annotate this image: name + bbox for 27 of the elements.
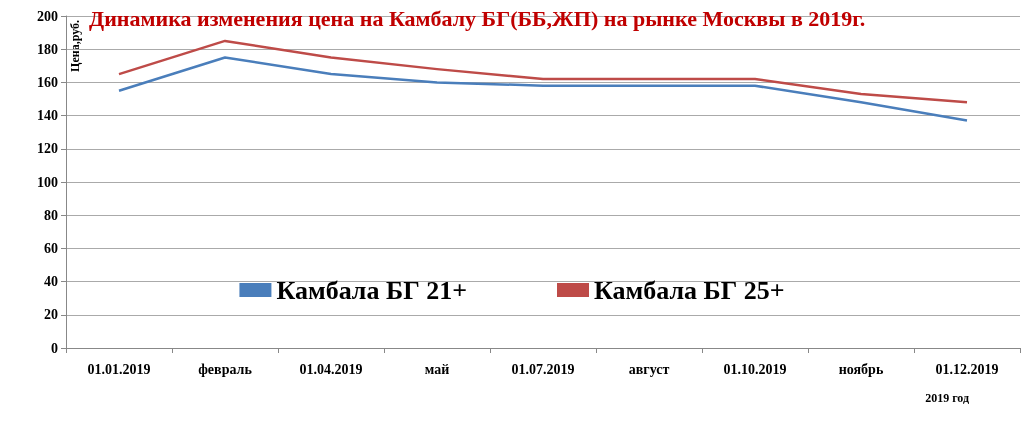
y-tick-label: 180	[37, 41, 58, 57]
chart-title: Динамика изменения цена на Камбалу БГ(ББ,ЖП) на рынке Москвы в 2019г.	[89, 5, 866, 31]
y-tick-label: 80	[44, 207, 58, 223]
x-tick-label: 01.12.2019	[935, 361, 999, 377]
x-tick-label: август	[628, 361, 670, 377]
y-tick-label: 100	[37, 174, 58, 190]
x-tick-label: 01.01.2019	[87, 361, 151, 377]
y-tick-label: 0	[51, 340, 58, 356]
x-tick-label: 01.10.2019	[723, 361, 787, 377]
x-tick-label: ноябрь	[838, 361, 884, 377]
x-tick-label: май	[424, 361, 450, 377]
legend-label: Камбала БГ 25+	[594, 275, 785, 305]
y-tick-label: 140	[37, 108, 58, 124]
x-tick-label: февраль	[198, 361, 253, 377]
legend-label: Камбала БГ 21+	[276, 275, 468, 305]
line-series	[117, 56, 969, 122]
y-tick-label: 160	[37, 74, 58, 90]
y-tick-label: 120	[37, 141, 58, 157]
y-tick-label: 20	[44, 307, 58, 323]
y-tick-label: 60	[44, 240, 58, 256]
line-series	[117, 39, 969, 104]
x-tick-label: 01.04.2019	[299, 361, 363, 377]
y-tick-label: 40	[44, 274, 58, 290]
y-tick-label: 200	[37, 8, 58, 24]
x-tick-label: 01.07.2019	[511, 361, 575, 377]
x-axis-title: 2019 год	[925, 391, 969, 405]
y-axis-title: Цена,руб.	[68, 19, 82, 72]
